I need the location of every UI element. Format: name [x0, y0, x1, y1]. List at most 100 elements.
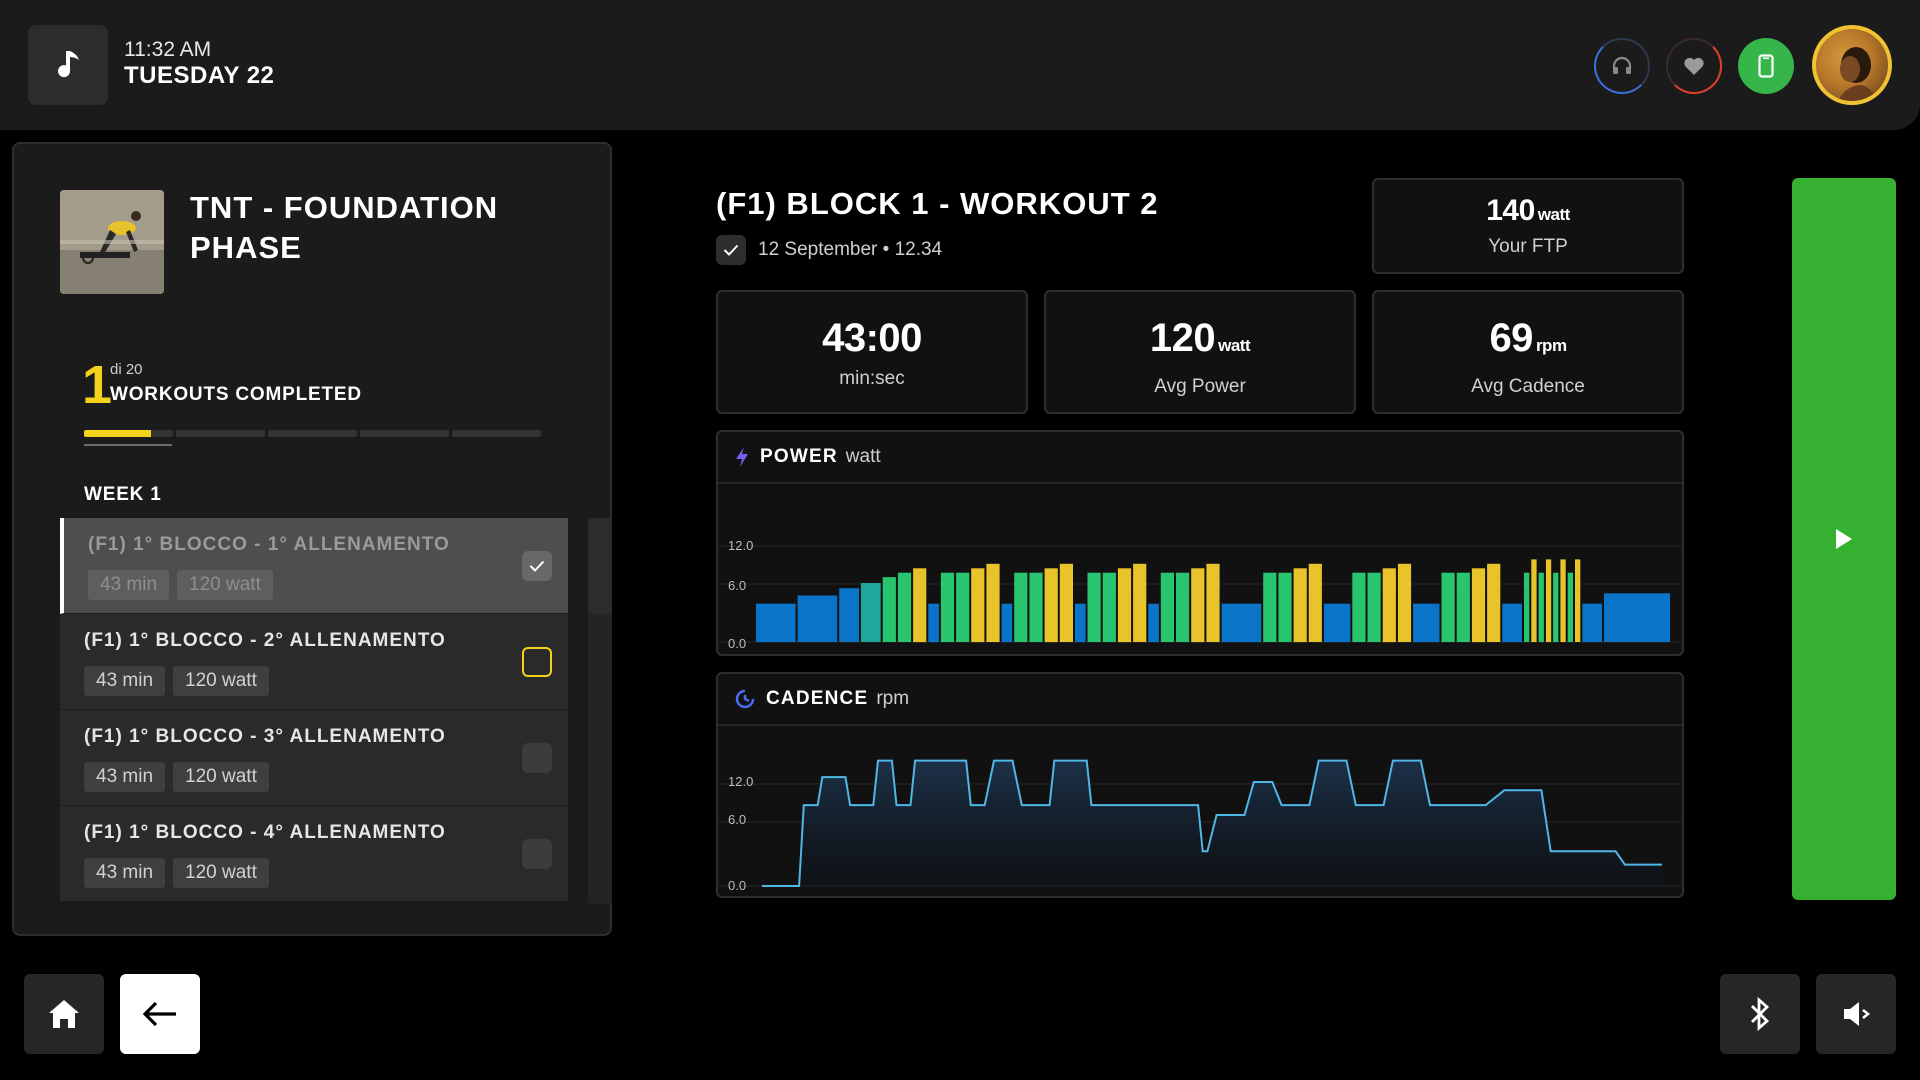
duration-value: 43:00 — [822, 316, 922, 360]
power-tick-6: 6.0 — [728, 578, 746, 593]
cadence-tick-6: 6.0 — [728, 812, 746, 827]
power-bar — [1263, 572, 1277, 642]
power-bar — [839, 588, 859, 642]
power-bar — [1221, 603, 1262, 643]
avg-cadence-card: 69 rpm Avg Cadence — [1372, 290, 1684, 414]
power-bar — [1176, 572, 1190, 642]
headphones-icon — [1612, 56, 1632, 74]
cadence-icon — [735, 689, 755, 709]
power-tag: 120 watt — [177, 570, 273, 600]
check-icon — [529, 560, 545, 572]
workout-checkbox[interactable] — [522, 551, 552, 581]
ftp-value: 140 — [1486, 194, 1535, 227]
week-label: WEEK 1 — [84, 484, 162, 505]
arrow-left-icon — [142, 1001, 176, 1027]
check-icon — [723, 244, 739, 256]
workout-item-1[interactable]: (F1) 1° BLOCCO - 1° ALLENAMENTO 43 min 1… — [60, 518, 568, 614]
headphones-status[interactable] — [1594, 38, 1650, 94]
ftp-card: 140 watt Your FTP — [1372, 178, 1684, 274]
power-bar — [1323, 603, 1351, 643]
program-progress-bar — [84, 430, 541, 437]
progress-underline — [84, 444, 172, 446]
music-button[interactable] — [28, 25, 108, 105]
scrollbar-thumb[interactable] — [588, 518, 612, 614]
workout-checkbox[interactable] — [522, 839, 552, 869]
power-bar — [1567, 572, 1573, 642]
power-bar — [1471, 568, 1486, 643]
power-tag: 120 watt — [173, 858, 269, 888]
power-chart-unit: watt — [845, 446, 881, 467]
lightning-icon — [736, 447, 748, 467]
speaker-icon — [1844, 1002, 1871, 1026]
play-icon — [1836, 529, 1852, 549]
workout-item-2[interactable]: (F1) 1° BLOCCO - 2° ALLENAMENTO 43 min 1… — [60, 614, 568, 710]
power-bar — [1059, 563, 1073, 642]
power-bar — [1397, 563, 1412, 642]
power-bar — [1148, 603, 1159, 643]
power-bar — [1044, 568, 1058, 643]
power-tag: 120 watt — [173, 666, 269, 696]
power-bar — [1029, 572, 1043, 642]
clock-time: 11:32 AM — [124, 38, 212, 61]
workout-item-title: (F1) 1° BLOCCO - 1° ALLENAMENTO — [88, 534, 450, 555]
clock-date: TUESDAY 22 — [124, 62, 275, 89]
progress-segment — [176, 430, 265, 437]
power-bar — [940, 572, 955, 642]
ftp-label: Your FTP — [1488, 236, 1568, 257]
power-bar — [1604, 593, 1670, 642]
power-bar — [1441, 572, 1455, 642]
avg-power-unit: watt — [1218, 336, 1251, 355]
progress-segment — [452, 430, 541, 437]
workout-checkbox[interactable] — [522, 647, 552, 677]
power-bar — [797, 595, 838, 642]
music-note-icon — [58, 51, 79, 78]
duration-card: 43:00 min:sec — [716, 290, 1028, 414]
progress-segment — [268, 430, 357, 437]
power-bar — [1160, 572, 1174, 642]
back-button[interactable] — [120, 974, 200, 1054]
bluetooth-button[interactable] — [1720, 974, 1800, 1054]
power-bar — [1538, 572, 1544, 642]
power-chart-panel: POWER watt 12.0 6.0 0.0 — [716, 430, 1684, 656]
power-bar — [1502, 603, 1522, 643]
cadence-chart-unit: rpm — [876, 688, 910, 709]
power-tag: 120 watt — [173, 762, 269, 792]
power-bar — [756, 603, 796, 643]
power-bar — [1413, 603, 1440, 643]
duration-tag: 43 min — [84, 666, 166, 696]
avg-cadence-unit: rpm — [1535, 336, 1567, 355]
workout-meta: 12 September • 12.34 — [716, 235, 942, 265]
volume-button[interactable] — [1816, 974, 1896, 1054]
power-bar — [1553, 572, 1559, 642]
workout-item-title: (F1) 1° BLOCCO - 2° ALLENAMENTO — [84, 630, 446, 651]
list-scrollbar[interactable] — [588, 518, 612, 904]
avg-cadence-label: Avg Cadence — [1471, 376, 1585, 397]
avg-cadence-value: 69 — [1489, 316, 1533, 360]
workout-item-3[interactable]: (F1) 1° BLOCCO - 3° ALLENAMENTO 43 min 1… — [60, 710, 568, 806]
bluetooth-icon — [1751, 997, 1770, 1031]
workout-item-title: (F1) 1° BLOCCO - 3° ALLENAMENTO — [84, 726, 446, 747]
workout-item-4[interactable]: (F1) 1° BLOCCO - 4° ALLENAMENTO 43 min 1… — [60, 806, 568, 902]
power-bar — [1278, 572, 1292, 642]
home-button[interactable] — [24, 974, 104, 1054]
power-bar — [1524, 572, 1530, 642]
heart-rate-status[interactable] — [1666, 38, 1722, 94]
completed-count: 1 — [82, 355, 113, 415]
home-icon — [49, 1000, 79, 1028]
power-bar — [1308, 563, 1322, 642]
user-avatar[interactable] — [1812, 25, 1892, 105]
start-workout-button[interactable] — [1792, 178, 1896, 900]
power-bar — [1575, 559, 1581, 642]
phone-connection-button[interactable] — [1738, 38, 1794, 94]
power-bar — [1087, 572, 1101, 642]
workout-list: (F1) 1° BLOCCO - 1° ALLENAMENTO 43 min 1… — [60, 518, 568, 902]
power-bar — [860, 583, 881, 642]
power-bar — [1582, 603, 1603, 643]
workout-checkbox[interactable] — [522, 743, 552, 773]
ftp-unit: watt — [1537, 205, 1571, 224]
cadence-chart-title: CADENCE — [766, 688, 869, 709]
power-chart: 12.0 6.0 0.0 — [718, 538, 1682, 651]
power-bar — [1001, 603, 1013, 643]
heart-icon — [1684, 57, 1704, 75]
power-bar — [971, 568, 985, 643]
